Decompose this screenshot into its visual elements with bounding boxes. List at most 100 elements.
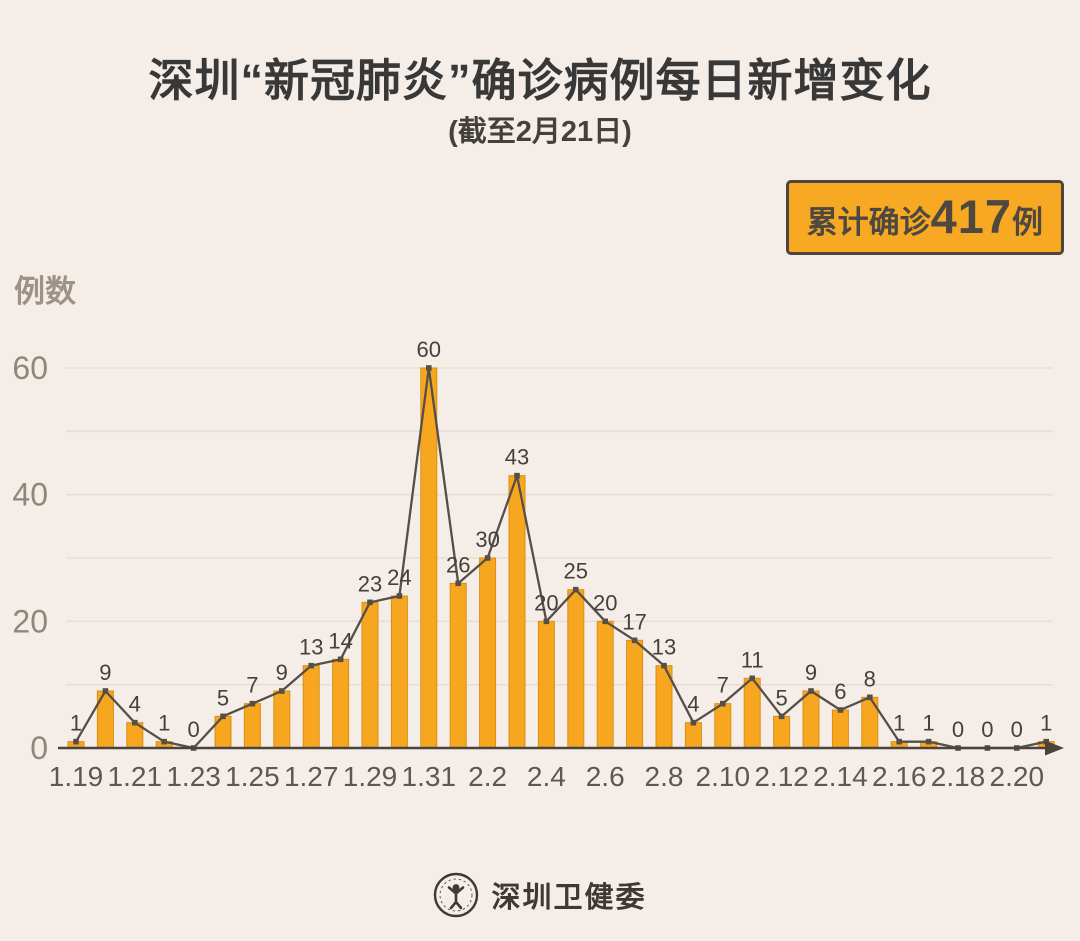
value-label: 4 bbox=[687, 692, 699, 717]
bar bbox=[302, 665, 320, 749]
value-label: 8 bbox=[864, 666, 876, 691]
point-marker bbox=[778, 713, 785, 720]
point-marker bbox=[690, 719, 697, 726]
value-label: 20 bbox=[593, 590, 617, 615]
value-label: 7 bbox=[246, 673, 258, 698]
point-marker bbox=[426, 365, 432, 371]
value-label: 9 bbox=[276, 660, 288, 685]
x-tick-label: 1.19 bbox=[49, 761, 104, 792]
point-marker bbox=[102, 688, 109, 694]
value-label: 1 bbox=[922, 711, 934, 736]
health-commission-seal-icon bbox=[434, 872, 479, 918]
y-axis-title: 例数 bbox=[14, 274, 76, 309]
point-marker bbox=[396, 593, 403, 599]
x-tick-label: 2.4 bbox=[527, 761, 566, 792]
bar bbox=[361, 601, 379, 749]
point-marker bbox=[602, 618, 608, 625]
value-label: 9 bbox=[99, 660, 111, 685]
page-title: 深圳“新冠肺炎”确诊病例每日新增变化 bbox=[148, 55, 932, 106]
point-marker bbox=[867, 694, 873, 701]
point-marker bbox=[279, 688, 285, 694]
value-label: 24 bbox=[387, 565, 411, 590]
x-axis-arrow bbox=[1045, 740, 1064, 756]
point-marker bbox=[484, 555, 491, 561]
bar bbox=[537, 620, 555, 749]
bar bbox=[773, 715, 791, 749]
x-tick-label: 2.16 bbox=[872, 761, 927, 792]
value-label: 26 bbox=[446, 552, 470, 577]
total-confirmed-badge: 累计确诊 417 例 bbox=[785, 180, 1064, 255]
line-series bbox=[75, 366, 1047, 750]
x-tick-label: 1.29 bbox=[343, 761, 398, 792]
bar bbox=[714, 703, 732, 749]
bar bbox=[626, 639, 644, 749]
point-marker bbox=[161, 738, 167, 745]
point-marker bbox=[925, 738, 932, 745]
bar bbox=[743, 677, 761, 749]
value-label: 23 bbox=[358, 571, 382, 596]
y-tick-label: 0 bbox=[30, 730, 48, 766]
bar bbox=[449, 582, 467, 749]
value-label: 4 bbox=[129, 692, 141, 717]
bar bbox=[390, 595, 408, 749]
value-label: 13 bbox=[299, 635, 323, 660]
value-label: 1 bbox=[70, 711, 82, 736]
value-label: 0 bbox=[187, 717, 199, 742]
value-label: 0 bbox=[981, 717, 993, 742]
point-marker bbox=[73, 738, 79, 745]
bar bbox=[802, 690, 820, 749]
point-marker bbox=[455, 580, 461, 587]
point-marker bbox=[896, 738, 902, 745]
point-marker bbox=[837, 707, 844, 713]
bar bbox=[332, 658, 350, 749]
footer-name: 深圳卫健委 bbox=[491, 882, 647, 914]
value-label: 1 bbox=[893, 711, 905, 736]
point-marker bbox=[249, 700, 256, 707]
badge-suffix: 例 bbox=[1012, 205, 1043, 240]
bar bbox=[420, 367, 438, 749]
value-label: 0 bbox=[1011, 717, 1023, 742]
x-tick-label: 1.21 bbox=[108, 761, 163, 792]
bar bbox=[567, 589, 585, 749]
value-label: 14 bbox=[328, 628, 352, 653]
point-marker bbox=[514, 472, 520, 479]
value-label: 13 bbox=[652, 635, 676, 660]
bar bbox=[273, 690, 291, 749]
point-marker bbox=[367, 599, 373, 606]
x-tick-label: 1.31 bbox=[402, 761, 457, 792]
x-tick-label: 1.23 bbox=[166, 761, 221, 792]
point-marker bbox=[308, 662, 314, 669]
x-tick-label: 1.25 bbox=[225, 761, 280, 792]
point-marker bbox=[631, 637, 638, 644]
point-marker bbox=[543, 618, 550, 625]
bar bbox=[831, 709, 849, 749]
value-label: 9 bbox=[805, 660, 817, 685]
bar bbox=[508, 475, 526, 749]
value-label: 7 bbox=[717, 673, 729, 698]
value-label: 6 bbox=[834, 679, 846, 704]
value-label: 5 bbox=[217, 685, 229, 710]
value-label: 1 bbox=[1040, 711, 1052, 736]
bar bbox=[243, 703, 261, 749]
value-label: 17 bbox=[622, 609, 646, 634]
value-label: 0 bbox=[952, 717, 964, 742]
value-label: 60 bbox=[417, 337, 441, 362]
point-marker bbox=[337, 656, 344, 663]
x-tick-label: 2.18 bbox=[931, 761, 986, 792]
bar bbox=[684, 722, 702, 749]
badge-value: 417 bbox=[930, 190, 1012, 243]
value-label: 30 bbox=[475, 527, 499, 552]
x-tick-label: 2.6 bbox=[586, 761, 625, 792]
x-tick-label: 2.8 bbox=[645, 761, 684, 792]
x-tick-label: 2.12 bbox=[754, 761, 809, 792]
y-tick-label: 60 bbox=[12, 350, 48, 386]
x-tick-label: 2.10 bbox=[696, 761, 751, 792]
point-marker bbox=[573, 586, 579, 593]
badge-label: 累计确诊 bbox=[806, 205, 931, 240]
bar bbox=[479, 557, 497, 749]
value-label: 43 bbox=[505, 445, 529, 470]
chart-subtitle: (截至2月21日) bbox=[448, 116, 632, 148]
value-label: 20 bbox=[534, 590, 558, 615]
